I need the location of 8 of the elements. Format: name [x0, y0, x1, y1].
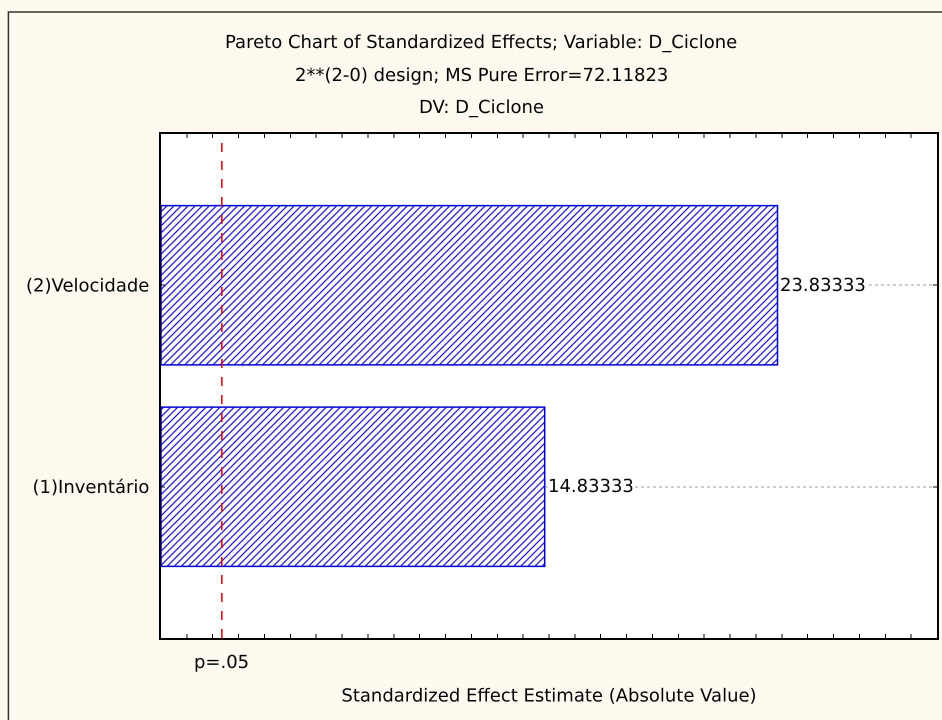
ref-line-label: p=.05 [194, 652, 250, 673]
y-tick-label: (2)Velocidade [26, 276, 150, 296]
data-label: 14.83333 [548, 476, 634, 497]
chart-title: Pareto Chart of Standardized Effects; Variable: D_Ciclone [225, 32, 738, 53]
x-axis-title: Standardized Effect Estimate (Absolute Value) [341, 686, 757, 707]
chart-subtitle: 2**(2-0) design; MS Pure Error=72.11823 DV: D_Ciclone [295, 65, 668, 118]
y-tick-label: (1)Inventário [32, 477, 150, 498]
data-label: 23.83333 [780, 275, 866, 296]
